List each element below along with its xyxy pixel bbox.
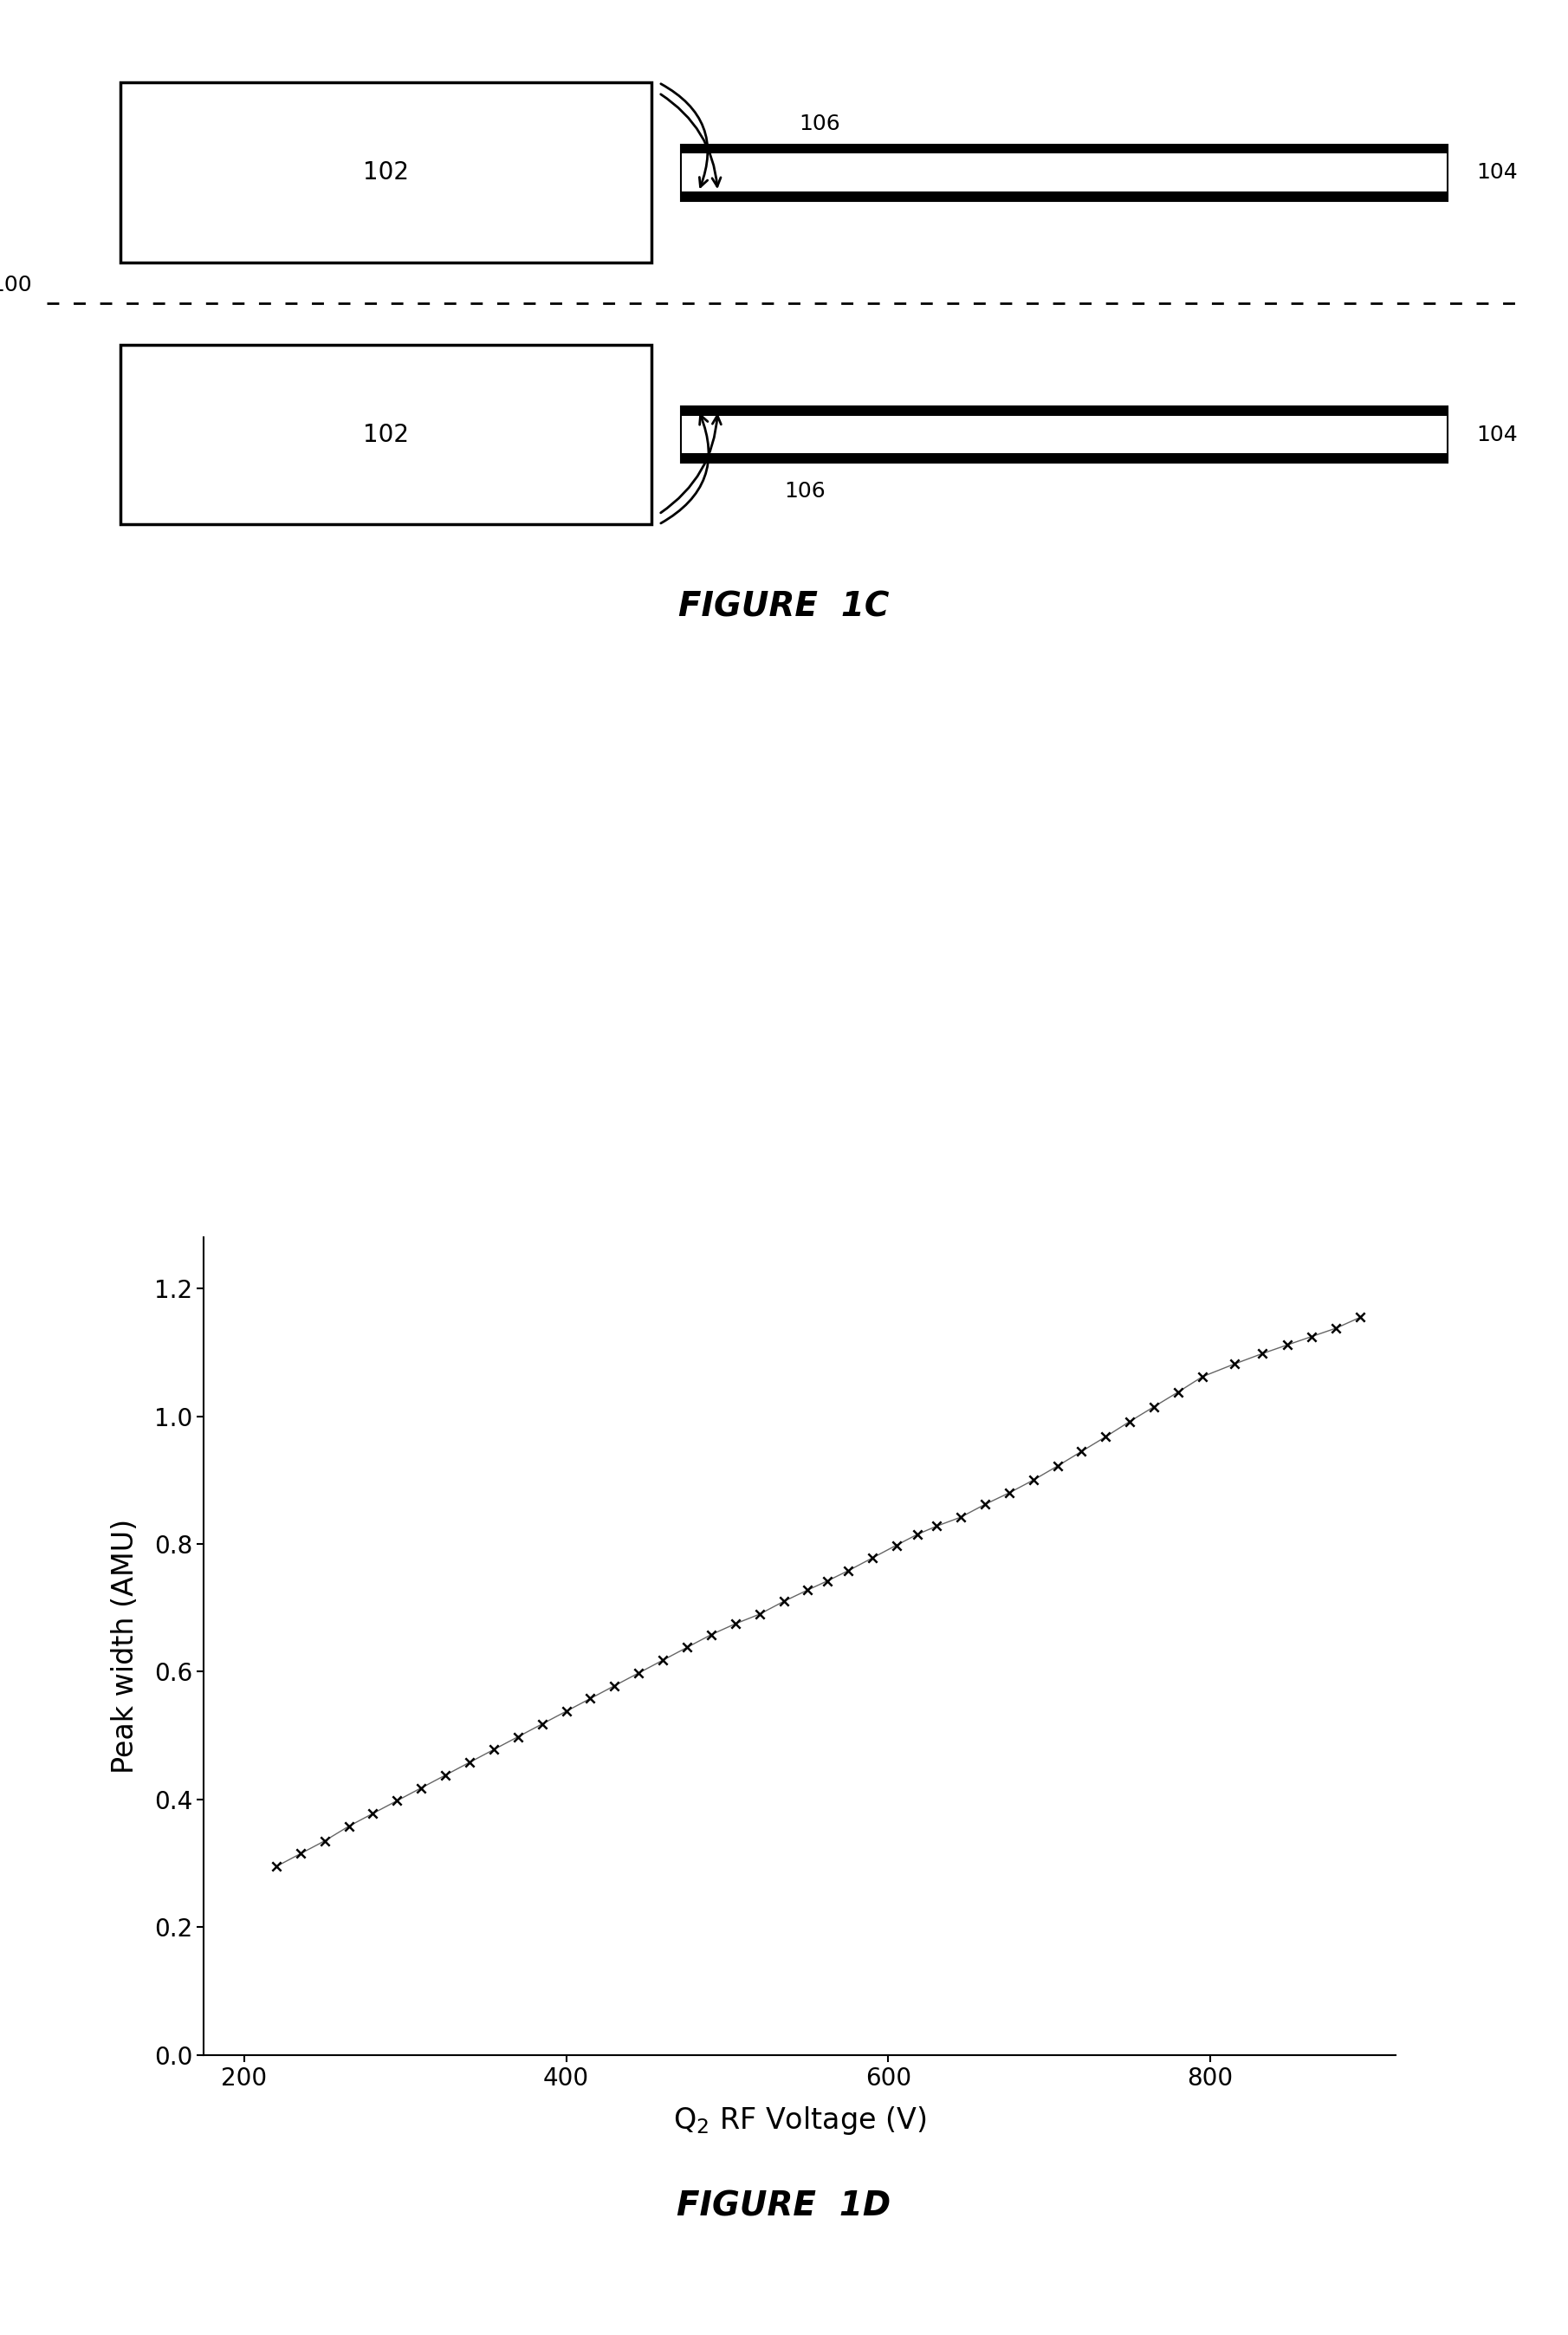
Text: FIGURE  1C: FIGURE 1C — [679, 591, 889, 623]
Point — [263, 1847, 289, 1884]
Point — [602, 1667, 627, 1705]
Text: 102: 102 — [364, 161, 409, 184]
Point — [836, 1553, 861, 1590]
Bar — [681, 406, 1447, 462]
Point — [1250, 1336, 1275, 1373]
Bar — [681, 154, 1447, 191]
Text: 104: 104 — [1477, 425, 1518, 446]
Point — [312, 1821, 337, 1859]
Point — [1300, 1317, 1325, 1354]
Point — [1190, 1359, 1215, 1396]
Y-axis label: Peak width (AMU): Peak width (AMU) — [111, 1518, 140, 1775]
Text: 100: 100 — [0, 276, 33, 297]
Point — [1347, 1298, 1372, 1336]
Text: 104: 104 — [1477, 161, 1518, 182]
Point — [1221, 1345, 1247, 1382]
Point — [409, 1770, 434, 1807]
Point — [814, 1562, 839, 1599]
Point — [771, 1583, 797, 1620]
Point — [554, 1693, 579, 1730]
Bar — [121, 346, 651, 525]
Point — [795, 1571, 820, 1609]
Bar — [681, 145, 1447, 201]
Point — [997, 1473, 1022, 1511]
Point — [949, 1499, 974, 1536]
Point — [699, 1616, 724, 1653]
Point — [905, 1515, 930, 1553]
Point — [651, 1642, 676, 1679]
Point — [723, 1604, 748, 1642]
Point — [433, 1756, 458, 1793]
Point — [505, 1719, 530, 1756]
Point — [289, 1835, 314, 1873]
Point — [361, 1796, 386, 1833]
Point — [746, 1595, 771, 1632]
Point — [884, 1527, 909, 1564]
Point — [530, 1705, 555, 1742]
Point — [1323, 1310, 1348, 1347]
Bar — [121, 82, 651, 262]
X-axis label: Q$_2$ RF Voltage (V): Q$_2$ RF Voltage (V) — [673, 2104, 927, 2137]
Point — [1044, 1448, 1069, 1485]
Point — [456, 1744, 481, 1782]
Point — [626, 1653, 651, 1691]
Point — [336, 1807, 361, 1845]
Text: 106: 106 — [798, 114, 840, 133]
Point — [1142, 1387, 1167, 1424]
Point — [577, 1679, 602, 1716]
Bar — [681, 406, 1447, 462]
Point — [1165, 1373, 1190, 1410]
Point — [1021, 1462, 1046, 1499]
Point — [1118, 1403, 1143, 1441]
Text: 102: 102 — [364, 423, 409, 446]
Point — [481, 1730, 506, 1768]
Point — [1093, 1417, 1118, 1455]
Text: FIGURE  1D: FIGURE 1D — [677, 2190, 891, 2223]
Point — [859, 1539, 884, 1576]
Text: 106: 106 — [784, 481, 825, 502]
Point — [972, 1485, 997, 1522]
Bar — [681, 416, 1447, 453]
Point — [674, 1630, 699, 1667]
Point — [1069, 1434, 1094, 1471]
Point — [1275, 1326, 1300, 1364]
Point — [384, 1782, 409, 1819]
Bar — [681, 145, 1447, 201]
Point — [924, 1508, 949, 1546]
